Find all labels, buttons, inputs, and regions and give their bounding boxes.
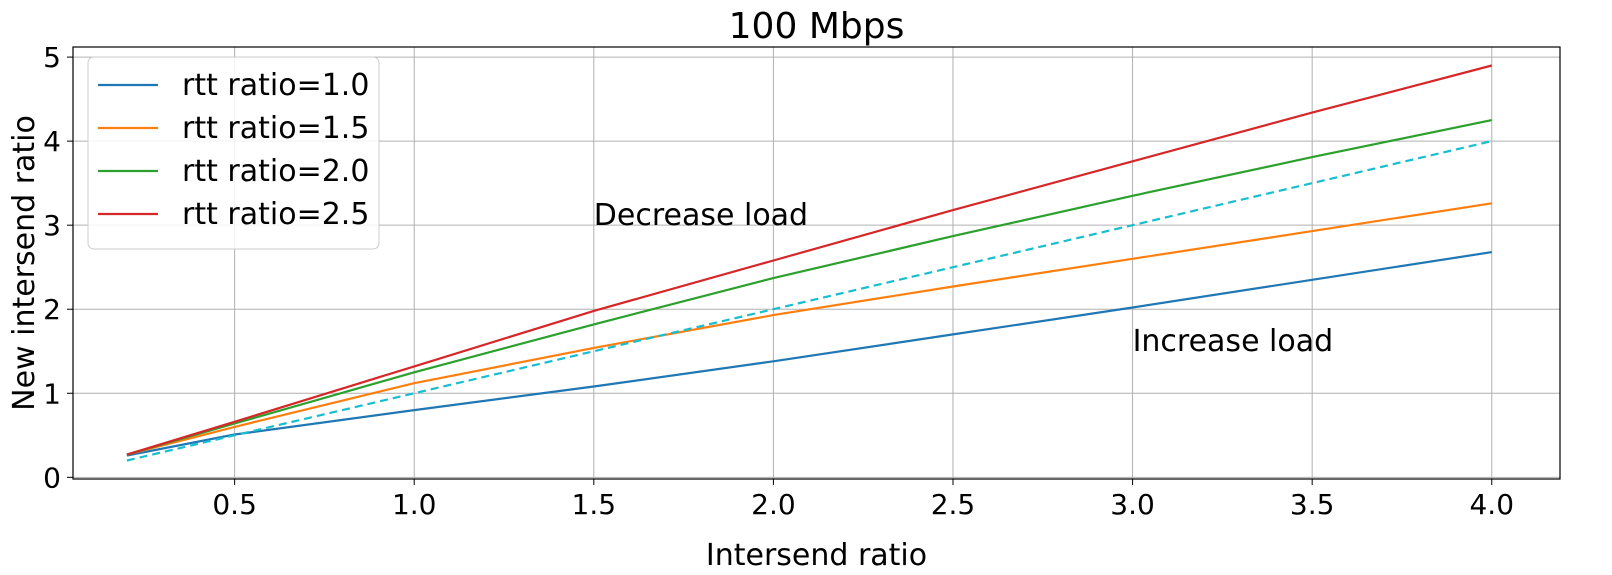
series-line: [126, 64, 1493, 456]
annotations: Decrease load Increase load: [594, 198, 1333, 359]
legend-label: rtt ratio=1.5: [182, 111, 369, 146]
legend-label: rtt ratio=2.0: [182, 154, 369, 189]
legend-label: rtt ratio=2.5: [182, 197, 369, 232]
y-axis-label: New intersend ratio: [7, 115, 42, 411]
x-tick-label: 1.5: [572, 488, 617, 521]
legend: rtt ratio=1.0 rtt ratio=1.5 rtt ratio=2.0 r…: [87, 56, 380, 250]
x-tick-label: 1.0: [392, 488, 437, 521]
legend-label: rtt ratio=1.0: [182, 68, 369, 103]
series-line: [126, 251, 1492, 457]
chart-title: 100 Mbps: [729, 6, 905, 47]
y-tick-label: 1: [43, 377, 61, 410]
y-tick-label: 4: [43, 125, 61, 158]
y-tick-label: 5: [43, 41, 61, 74]
series-line: [126, 202, 1492, 456]
x-tick-label: 0.5: [212, 488, 257, 521]
series-line: [126, 119, 1493, 456]
y-tick-label: 3: [43, 209, 61, 242]
x-tick-label: 2.0: [751, 488, 796, 521]
x-tick-label: 4.0: [1469, 488, 1514, 521]
series-lines: [126, 64, 1493, 462]
y-tick-label: 0: [43, 461, 61, 494]
x-axis-label: Intersend ratio: [706, 538, 927, 573]
x-tick-label: 3.5: [1290, 488, 1335, 521]
axis-ticks: 0.5 1.0 1.5 2.0 2.5 3.0 3.5 4.0 0 1 2 3 4 5: [43, 41, 1514, 521]
annotation-label: Decrease load: [594, 198, 808, 233]
x-tick-label: 3.0: [1110, 488, 1155, 521]
y-tick-label: 2: [43, 293, 61, 326]
annotation-label: Increase load: [1133, 324, 1334, 359]
x-tick-label: 2.5: [931, 488, 976, 521]
plot-area-frame: [72, 46, 1561, 480]
legend-box: [87, 56, 380, 250]
